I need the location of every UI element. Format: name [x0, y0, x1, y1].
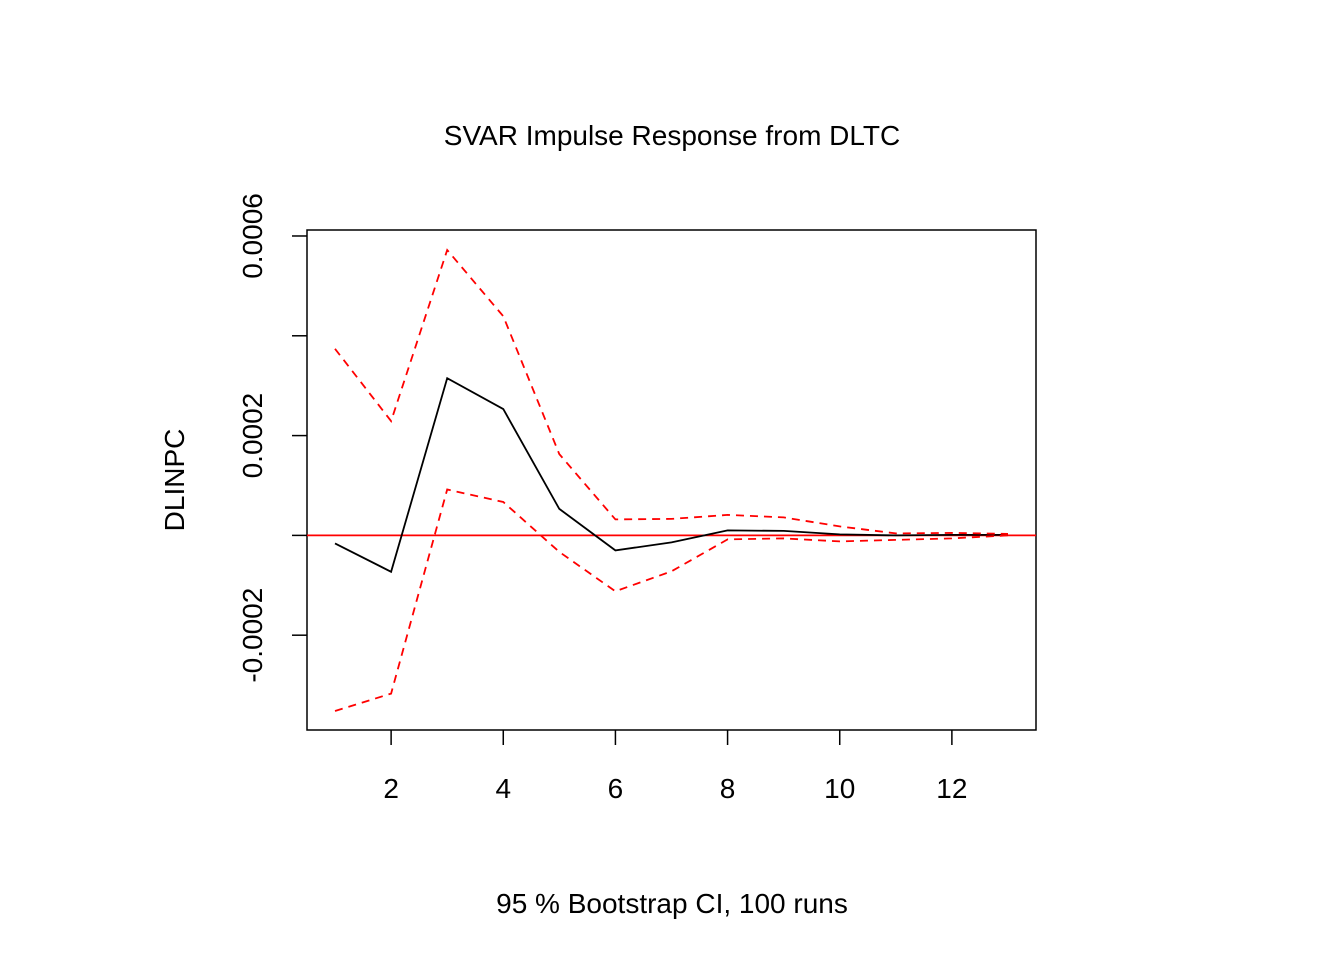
plot-area: 2 4 6 8 10 12 -0.0002 0.0002 0.0006: [237, 193, 1037, 804]
x-tick-label: 10: [824, 773, 855, 804]
y-tick-label: -0.0002: [237, 588, 268, 683]
lower-ci-line: [334, 488, 1009, 712]
x-tick-label: 4: [495, 773, 511, 804]
x-tick-label: 12: [936, 773, 967, 804]
y-axis-label: DLINPC: [159, 429, 190, 532]
y-tick-label: 0.0002: [237, 393, 268, 479]
y-tick-label: 0.0006: [237, 193, 268, 279]
impulse-response-line: [334, 376, 1008, 574]
x-tick-label: 6: [608, 773, 624, 804]
x-tick-label: 8: [720, 773, 736, 804]
upper-ci-line: [334, 248, 1009, 535]
chart-title: SVAR Impulse Response from DLTC: [444, 120, 900, 151]
x-axis-label: 95 % Bootstrap CI, 100 runs: [496, 888, 848, 919]
x-tick-label: 2: [383, 773, 399, 804]
plot-frame: [306, 229, 1037, 731]
